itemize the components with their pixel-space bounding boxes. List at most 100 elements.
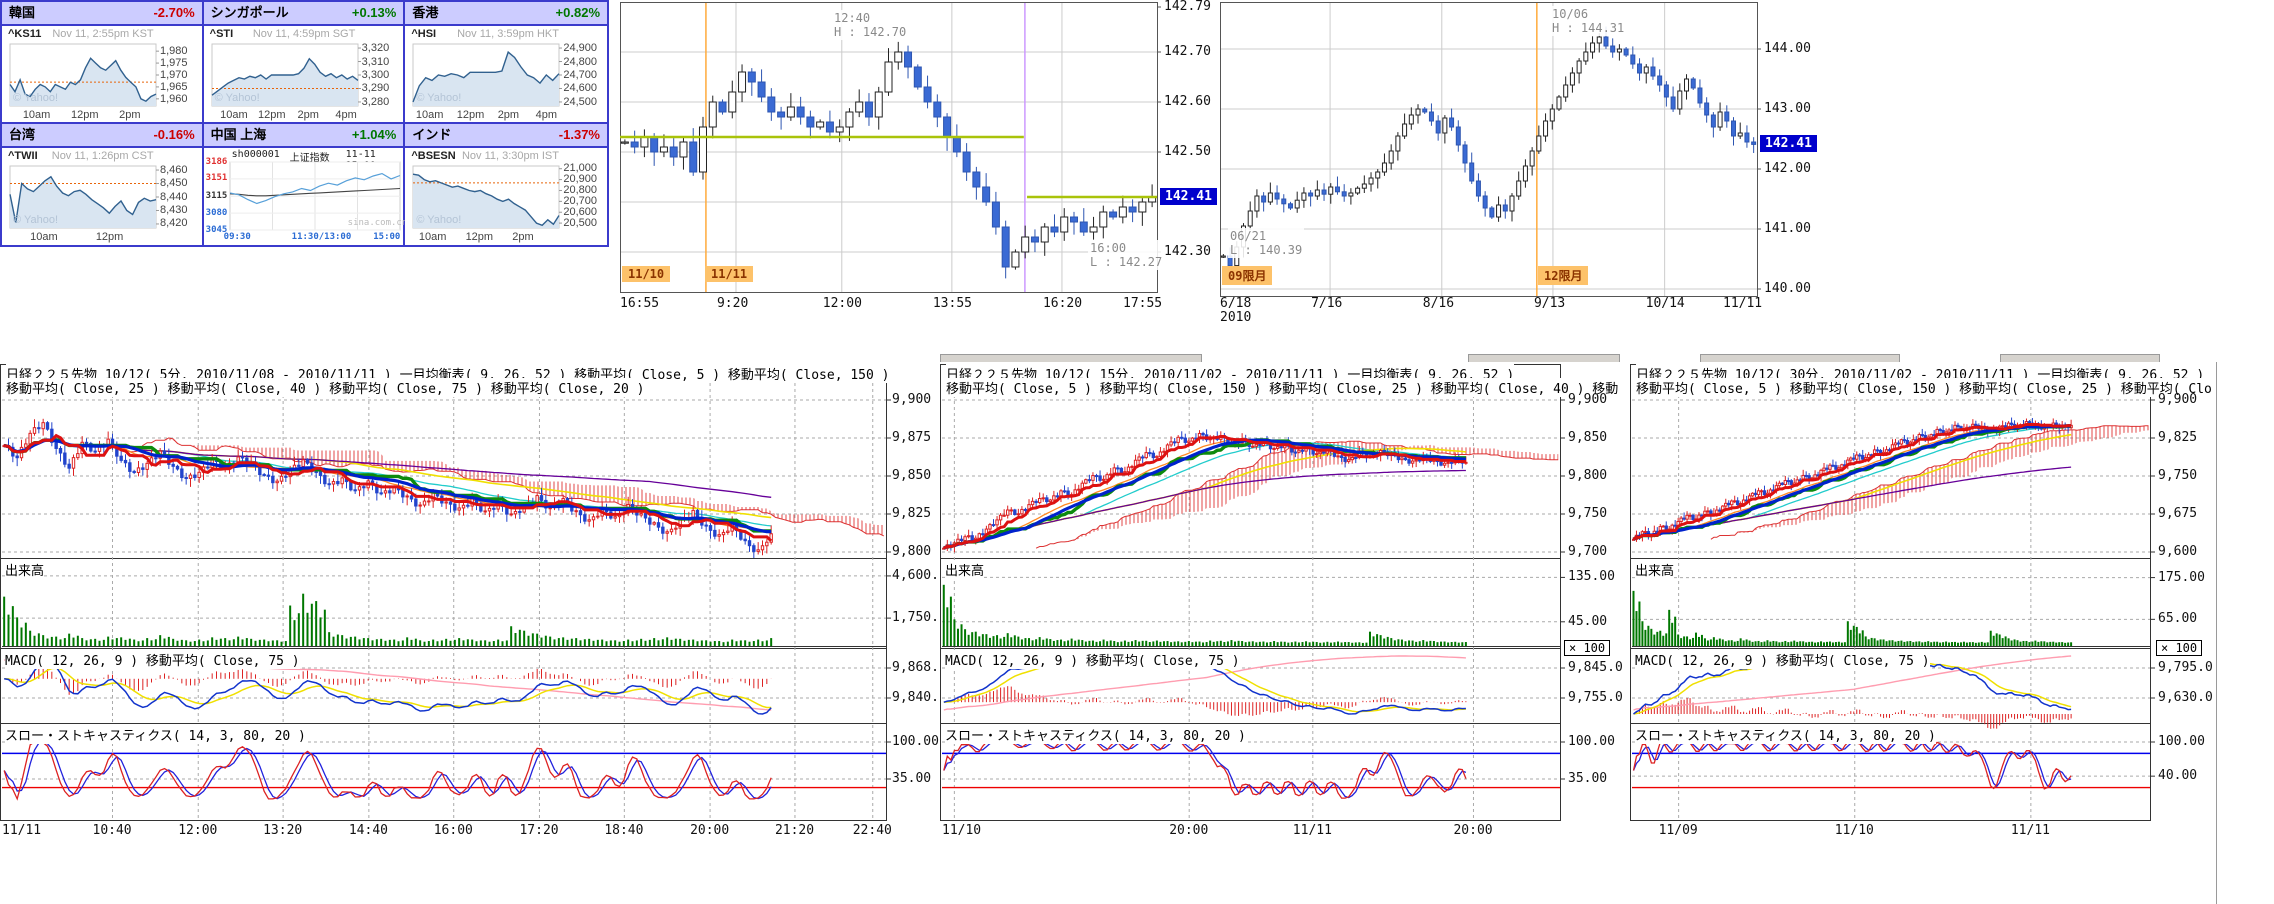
market-symbol: ^BSESN <box>411 149 456 162</box>
chart-title-line2: 移動平均( Close, 25 ) 移動平均( Close, 40 ) 移動平均… <box>6 378 645 397</box>
x-axis-tick-label: 10:40 <box>92 823 132 838</box>
price-tick-label: 9,700 <box>1568 544 1608 559</box>
nikkei225-5min-chart[interactable]: 日経２２５先物 10/12( 5分, 2010/11/08 - 2010/11/… <box>0 362 939 844</box>
y-axis-tick-label: 142.30 <box>1164 244 1211 259</box>
y-axis-tick-label: 24,800 <box>563 55 597 68</box>
chart-plot-area[interactable] <box>940 362 1614 844</box>
stochastics-tick-label: 40.00 <box>2158 768 2198 784</box>
mini-chart-plot[interactable] <box>2 26 205 125</box>
last-price-tag: 142.41 <box>1760 135 1817 152</box>
y-axis-tick-label: 20,600 <box>563 205 597 218</box>
y-axis-tick-label: 20,500 <box>563 216 597 229</box>
x-axis-tick-label: 11/11 <box>1723 296 1763 311</box>
chart-title-line2: 移動平均( Close, 5 ) 移動平均( Close, 150 ) 移動平均… <box>1636 378 2212 397</box>
y-axis-tick-label: 1,975 <box>160 57 188 70</box>
y-axis-tick-label: 3,320 <box>361 42 390 55</box>
market-name: 香港 <box>412 5 439 20</box>
volume-panel-label: 出来高 <box>945 560 985 579</box>
x-axis-tick-label: 11/10 <box>942 823 982 838</box>
stochastics-panel-label: スロー・ストキャスティクス( 14, 3, 80, 20 ) <box>5 725 306 744</box>
market-name: インド <box>412 126 452 142</box>
nikkei225-15min-chart[interactable]: 日経２２５先物 10/12( 15分, 2010/11/02 - 2010/11… <box>940 362 1646 844</box>
y-axis-tick-label: 24,600 <box>563 82 597 95</box>
low-annotation-time: 16:00 <box>1090 241 1127 255</box>
x-axis-tick-label: 10am <box>418 230 447 243</box>
candlestick-plot-area[interactable] <box>1220 0 1820 315</box>
x-axis-tick-label: 2pm <box>497 109 520 121</box>
stochastics-tick-label: 35.00 <box>892 771 932 786</box>
x-axis-tick-label: 22:40 <box>852 823 892 838</box>
y-axis-tick-label: 3186 <box>205 156 228 167</box>
contract-badge-12: 12限月 <box>1538 266 1589 285</box>
market-timestamp: Nov 11, 3:59pm HKT <box>457 28 559 40</box>
price-tick-label: 9,900 <box>1568 392 1608 407</box>
price-tick-label: 9,675 <box>2158 506 2198 521</box>
sina-watermark: sina.com.cn <box>347 217 408 228</box>
stochastics-tick-label: 100.00 <box>1568 734 1615 749</box>
mini-chart-plot[interactable] <box>204 26 407 125</box>
sina-chart-plot[interactable] <box>204 148 407 247</box>
yahoo-watermark: © Yahoo! <box>416 213 462 226</box>
x-axis-tick-label: 4pm <box>335 109 357 121</box>
price-tick-label: 9,875 <box>892 430 932 445</box>
market-panel-body: ^STI Nov 11, 4:59pm SGT 3,320 3,310 3,300 3,2… <box>204 26 404 122</box>
high-annotation: 10/06 H : 144.31 <box>1550 6 1627 36</box>
price-tick-label: 9,800 <box>892 544 932 559</box>
high-annotation-value: H : 142.70 <box>834 25 907 39</box>
nikkei225-30min-chart[interactable]: 日経２２５先物 10/12( 30分, 2010/11/02 - 2010/11… <box>1630 362 2216 844</box>
y-axis-tick-label: 24,500 <box>563 95 597 108</box>
market-panel-singapore[interactable]: シンガポール +0.13% ^STI Nov 11, 4:59pm SGT 3,320 3… <box>203 2 406 124</box>
price-tick-label: 9,825 <box>2158 430 2198 445</box>
chart-plot-area[interactable] <box>0 362 940 844</box>
market-name: 韓国 <box>9 5 36 20</box>
mini-chart-plot[interactable] <box>405 26 608 125</box>
macd-tick-label: 9,795.0 <box>2158 660 2213 675</box>
volume-panel-label: 出来高 <box>5 560 45 579</box>
macd-tick-label: 9,845.0 <box>1568 660 1623 675</box>
y-axis-tick-label: 8,460 <box>160 163 188 176</box>
y-axis-tick-label: 8,450 <box>160 177 188 190</box>
x-axis-tick-label: 12:00 <box>822 296 862 311</box>
market-panel-taiwan[interactable]: 台湾 -0.16% ^TWII Nov 11, 1:26pm CST 8,460 8,45… <box>2 123 205 247</box>
y-axis-tick-label: 20,700 <box>563 194 597 207</box>
high-annotation-time: 12:40 <box>834 11 871 25</box>
mini-chart-plot[interactable] <box>405 148 608 247</box>
mini-chart-plot[interactable] <box>2 148 205 247</box>
volume-tick-label: 4,600. <box>892 567 939 583</box>
usdjpy-daily-chart[interactable]: 10/06 H : 144.31 06/21 L : 140.39 09限月 1… <box>1220 0 1820 325</box>
x-axis-tick-label: 9:20 <box>716 296 749 311</box>
market-panel-hongkong[interactable]: 香港 +0.82% ^HSI Nov 11, 3:59pm HKT 24,900 24,8… <box>405 2 607 124</box>
usdjpy-intraday-chart[interactable]: 12:40 H : 142.70 16:00 L : 142.27 11/10 … <box>620 0 1220 315</box>
market-change-percent: +0.13% <box>351 5 397 20</box>
market-timestamp: Nov 11, 2:55pm KST <box>52 28 154 40</box>
volume-multiplier-badge: × 100 <box>1564 640 1611 656</box>
price-tick-label: 9,825 <box>892 506 932 521</box>
y-axis-tick-label: 8,440 <box>160 190 188 203</box>
y-axis-tick-label: 1,980 <box>160 45 188 58</box>
y-axis-tick-label: 24,700 <box>563 69 597 81</box>
volume-multiplier-badge: × 100 <box>2156 640 2203 656</box>
price-tick-label: 9,850 <box>892 468 932 483</box>
high-annotation-value: H : 144.31 <box>1552 21 1625 35</box>
candlestick-plot-area[interactable] <box>620 0 1220 315</box>
market-change-percent: +1.04% <box>351 126 397 142</box>
y-axis-tick-label: 142.00 <box>1764 161 1811 176</box>
y-axis-tick-label: 20,900 <box>563 173 597 186</box>
contract-badge-09: 09限月 <box>1222 266 1273 285</box>
price-tick-label: 9,850 <box>1568 430 1608 445</box>
low-annotation-date: 06/21 <box>1230 229 1267 243</box>
price-tick-label: 9,800 <box>1568 468 1608 483</box>
x-axis-tick-label: 10/14 <box>1645 296 1685 311</box>
x-axis-tick-label: 20:00 <box>1169 823 1209 838</box>
chart-plot-area[interactable] <box>1630 362 2204 844</box>
y-axis-tick-label: 141.00 <box>1764 221 1811 236</box>
low-annotation: 16:00 L : 142.27 <box>1088 240 1165 270</box>
market-symbol: ^TWII <box>8 149 38 162</box>
market-panel-korea[interactable]: 韓国 -2.70% ^KS11 Nov 11, 2:55pm KST 1,980 1,97… <box>2 2 204 124</box>
market-panel-header: 台湾 -0.16% <box>2 123 202 148</box>
market-symbol: ^STI <box>209 28 234 40</box>
market-panel-header: 韓国 -2.70% <box>2 2 202 26</box>
x-axis-tick-label: 13:20 <box>263 823 303 838</box>
market-panel-india[interactable]: インド -1.37% ^BSESN Nov 11, 3:30pm IST 21,000 2… <box>405 123 608 247</box>
